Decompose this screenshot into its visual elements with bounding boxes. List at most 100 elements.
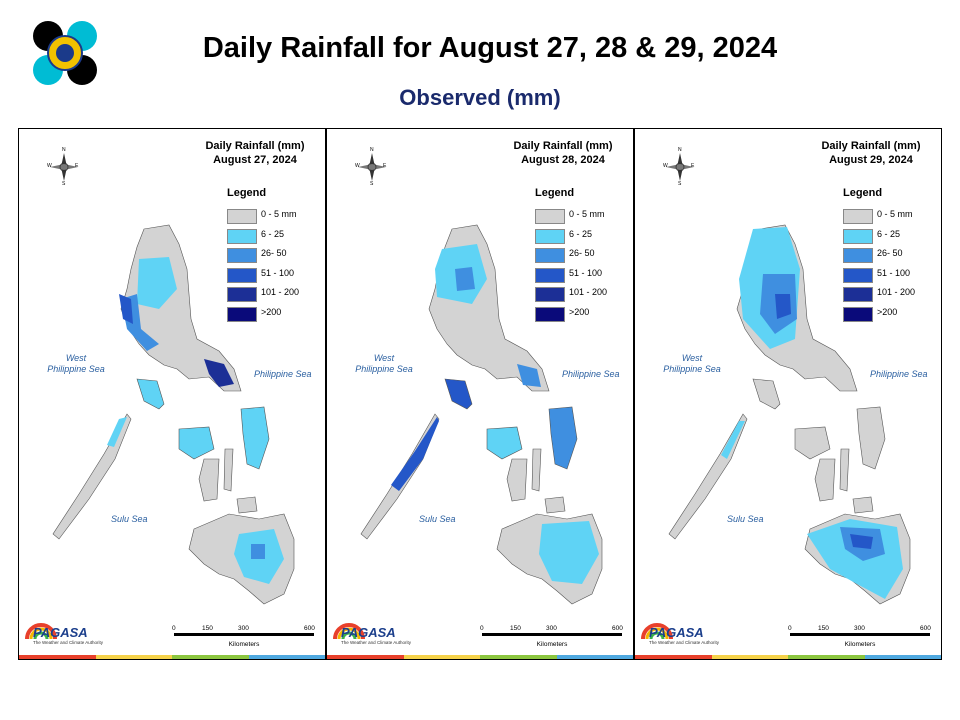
samar-leyte-landmass	[240, 406, 270, 470]
pagasa-wordmark: PAGASA	[649, 625, 704, 640]
philippine-sea-label: Philippine Sea	[870, 369, 928, 379]
mindanao-rain-6-25	[539, 521, 599, 584]
compass-icon	[358, 153, 386, 181]
luzon-rain-51-100	[775, 294, 791, 319]
negros-landmass	[198, 458, 220, 502]
compass-e: E	[383, 163, 387, 169]
compass-w: W	[663, 163, 668, 169]
legend-swatch	[227, 209, 257, 224]
legend-swatch	[843, 228, 873, 244]
pagasa-logo-icon	[641, 623, 673, 640]
bicol-rain	[517, 364, 541, 387]
legend-swatch	[227, 248, 257, 263]
panel-title-date: August 29, 2024	[829, 154, 913, 166]
map-panel-aug-29: N E S W Daily Rainfall (mm) August 29, 2…	[634, 128, 942, 660]
sulu-sea-label: Sulu Sea	[727, 514, 764, 524]
legend-swatch	[227, 267, 257, 283]
rainfall-map-aug-28	[360, 224, 603, 605]
panel-title-date: August 27, 2024	[213, 154, 297, 166]
compass-n: N	[678, 147, 682, 153]
pagasa-brand: PAGASA The Weather and Climate Authority	[23, 615, 103, 647]
legend-label: 0 - 5 mm	[261, 209, 297, 219]
legend-swatch	[227, 287, 257, 302]
pagasa-tagline: The Weather and Climate Authority	[649, 640, 719, 645]
page-subtitle: Observed (mm)	[399, 85, 561, 110]
philippine-sea-label: Philippine Sea	[562, 369, 620, 379]
west-sea-line2: Philippine Sea	[355, 364, 413, 374]
samar-leyte-landmass	[548, 406, 578, 470]
bohol-landmass	[236, 496, 258, 514]
legend-label: 6 - 25	[261, 228, 285, 239]
philippine-sea-label: Philippine Sea	[254, 369, 312, 379]
west-sea-line1: West	[373, 353, 395, 363]
negros-landmass	[814, 458, 836, 502]
color-stripe	[635, 655, 941, 659]
legend-label: 0 - 5 mm	[877, 209, 913, 219]
panel-title-line1: Daily Rainfall (mm)	[821, 140, 921, 152]
compass-rose: N E S W	[355, 147, 387, 187]
legend-swatch	[843, 287, 873, 302]
compass-rose: N E S W	[663, 147, 695, 187]
legend-label: >200	[569, 306, 590, 317]
rainfall-map-aug-29	[668, 224, 911, 605]
scale-line	[482, 633, 622, 636]
mindoro-landmass	[444, 378, 473, 410]
compass-w: W	[47, 163, 52, 169]
rainfall-map-aug-27	[52, 224, 295, 605]
legend-label: 101 - 200	[569, 287, 608, 297]
scale-bar: 0 150 300 600 Kilometers	[788, 625, 931, 653]
scale-tick: 300	[854, 625, 865, 632]
compass-s: S	[370, 181, 374, 187]
mindanao-rain-51-100	[850, 534, 873, 549]
pagasa-logo-icon	[333, 623, 365, 640]
west-philippine-sea-label: West Philippine Sea	[41, 353, 111, 375]
scale-tick: 600	[612, 625, 623, 632]
bohol-landmass	[544, 496, 566, 514]
scale-line	[174, 633, 314, 636]
color-stripe	[327, 655, 633, 659]
dost-logo	[30, 18, 100, 88]
pagasa-tagline: The Weather and Climate Authority	[341, 640, 411, 645]
scale-tick: 150	[202, 625, 213, 632]
compass-e: E	[75, 163, 79, 169]
map-panels: N E S W Daily Rainfall (mm) August 27, 2…	[18, 128, 942, 660]
scale-tick: 150	[818, 625, 829, 632]
scale-tick: 300	[238, 625, 249, 632]
legend-label: 26- 50	[569, 248, 595, 258]
sulu-sea-label: Sulu Sea	[111, 514, 148, 524]
legend-title: Legend	[535, 187, 575, 199]
mindoro-landmass	[136, 378, 165, 410]
legend-swatch	[843, 306, 873, 322]
cebu-landmass	[531, 448, 542, 492]
legend-label: >200	[261, 306, 282, 317]
legend-swatch	[227, 228, 257, 244]
legend-swatch	[535, 248, 565, 263]
samar-leyte-landmass	[856, 406, 886, 470]
west-sea-line1: West	[65, 353, 87, 363]
compass-e: E	[691, 163, 695, 169]
panel-title-line1: Daily Rainfall (mm)	[205, 140, 305, 152]
panel-title-date: August 28, 2024	[521, 154, 605, 166]
scale-line	[790, 633, 930, 636]
legend-title: Legend	[843, 187, 883, 199]
legend-swatch	[535, 209, 565, 224]
west-philippine-sea-label: West Philippine Sea	[349, 353, 419, 375]
map-panel-aug-27: N E S W Daily Rainfall (mm) August 27, 2…	[18, 128, 326, 660]
cebu-landmass	[223, 448, 234, 492]
panel-title: Daily Rainfall (mm) August 27, 2024	[195, 139, 315, 167]
legend-swatch	[535, 306, 565, 322]
west-sea-line1: West	[681, 353, 703, 363]
legend-label: 101 - 200	[261, 287, 300, 297]
panel-title: Daily Rainfall (mm) August 29, 2024	[811, 139, 931, 167]
mindanao-rain-26-50	[251, 544, 265, 559]
legend-swatch	[535, 228, 565, 244]
luzon-rain-26-50	[455, 267, 475, 291]
scale-tick: 0	[788, 625, 792, 632]
scale-tick: 600	[920, 625, 931, 632]
compass-icon	[50, 153, 78, 181]
scale-tick: 0	[172, 625, 176, 632]
scale-bar: 0 150 300 600 Kilometers	[172, 625, 315, 653]
legend-label: >200	[877, 306, 898, 317]
compass-s: S	[62, 181, 66, 187]
legend-swatch	[535, 267, 565, 283]
